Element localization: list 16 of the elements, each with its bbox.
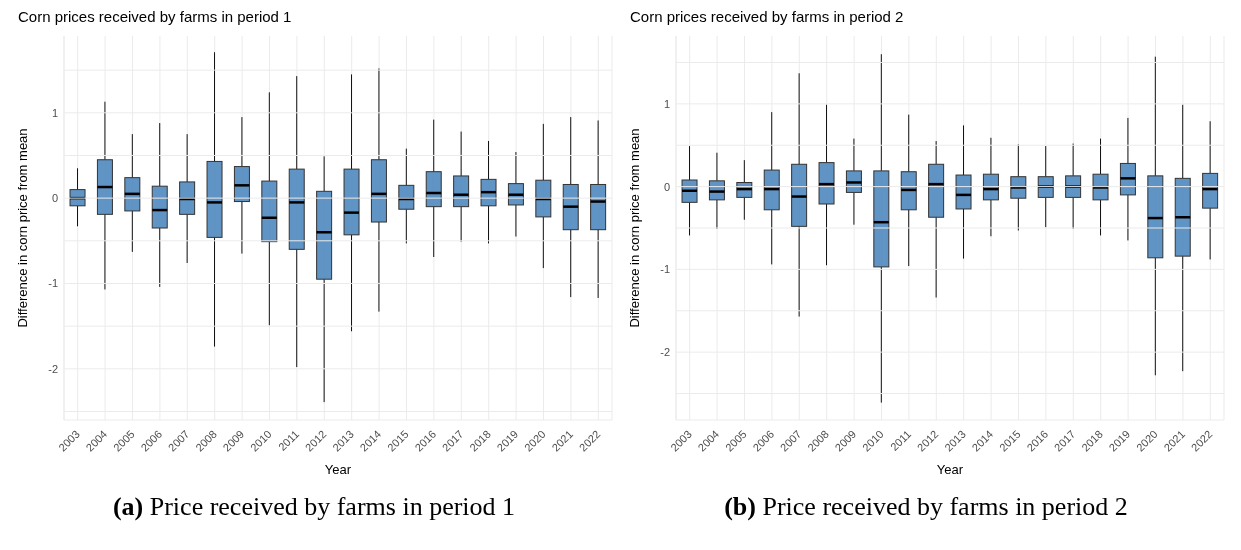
chart-title: Corn prices received by farms in period 1 bbox=[18, 8, 292, 25]
x-axis-title: Year bbox=[936, 462, 964, 477]
y-tick-label: -2 bbox=[660, 346, 670, 359]
x-axis-title: Year bbox=[324, 462, 352, 477]
y-axis-title: Difference in corn price from mean bbox=[626, 128, 642, 328]
chart-title: Corn prices received by farms in period 2 bbox=[630, 8, 904, 25]
y-tick-label: -2 bbox=[48, 362, 58, 375]
text: (b) Price received by farms in period 2 bbox=[723, 492, 1129, 522]
y-tick-label: -1 bbox=[48, 277, 58, 290]
y-tick-label: 0 bbox=[663, 180, 670, 193]
y-tick-label: 1 bbox=[663, 97, 670, 110]
y-tick-label: 0 bbox=[51, 192, 58, 205]
y-axis-title: Difference in corn price from mean bbox=[14, 128, 30, 328]
text: (a) Price received by farms in period 1 bbox=[111, 492, 517, 522]
y-tick-label: 1 bbox=[51, 106, 58, 119]
y-tick-label: -1 bbox=[660, 263, 670, 276]
